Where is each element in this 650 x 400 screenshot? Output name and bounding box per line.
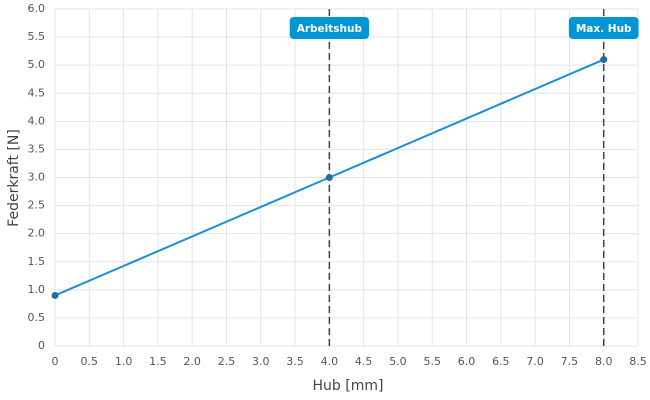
y-tick-label: 5.5 <box>28 30 46 43</box>
data-point <box>600 56 608 64</box>
x-tick-label: 4.0 <box>321 355 339 368</box>
y-tick-label: 4.5 <box>28 86 46 99</box>
annotation-text: Max. Hub <box>576 23 632 35</box>
y-tick-label: 6.0 <box>28 2 46 15</box>
x-tick-label: 7.5 <box>561 355 579 368</box>
annotation-text: Arbeitshub <box>297 23 363 35</box>
y-tick-label: 3.0 <box>28 171 46 184</box>
y-tick-label: 0 <box>38 339 45 352</box>
annotation-box <box>568 17 639 39</box>
y-tick-label: 3.5 <box>28 142 46 155</box>
x-tick-label: 6.0 <box>458 355 476 368</box>
annotation-label: Arbeitshub <box>289 17 369 39</box>
x-tick-label: 5.5 <box>423 355 441 368</box>
y-tick-label: 1.5 <box>28 255 46 268</box>
y-tick-label: 4.0 <box>28 114 46 127</box>
y-tick-label: 2.0 <box>28 227 46 240</box>
annotation-box <box>289 17 369 39</box>
x-tick-label: 2.5 <box>218 355 236 368</box>
y-tick-label: 0.5 <box>28 311 46 324</box>
x-tick-label: 2.0 <box>183 355 201 368</box>
x-tick-label: 3.5 <box>286 355 304 368</box>
x-tick-label: 6.5 <box>492 355 510 368</box>
data-point <box>325 174 333 181</box>
y-tick-label: 5.0 <box>28 58 46 71</box>
x-tick-label: 4.5 <box>355 355 373 368</box>
x-axis-label: Hub [mm] <box>313 378 384 394</box>
x-tick-label: 8.0 <box>595 355 613 368</box>
annotation-label: Max. Hub <box>568 17 639 39</box>
y-tick-label: 2.5 <box>28 199 46 212</box>
x-tick-label: 0 <box>52 355 59 368</box>
x-tick-label: 1.5 <box>149 355 167 368</box>
x-tick-label: 5.0 <box>389 355 407 368</box>
y-tick-label: 1.0 <box>28 283 46 296</box>
x-tick-label: 1.0 <box>115 355 133 368</box>
x-tick-label: 8.5 <box>629 355 647 368</box>
x-tick-label: 0.5 <box>81 355 99 368</box>
x-tick-label: 7.0 <box>526 355 544 368</box>
y-axis-label: Federkraft [N] <box>6 129 22 227</box>
x-tick-label: 3.0 <box>252 355 270 368</box>
data-point <box>51 291 59 299</box>
